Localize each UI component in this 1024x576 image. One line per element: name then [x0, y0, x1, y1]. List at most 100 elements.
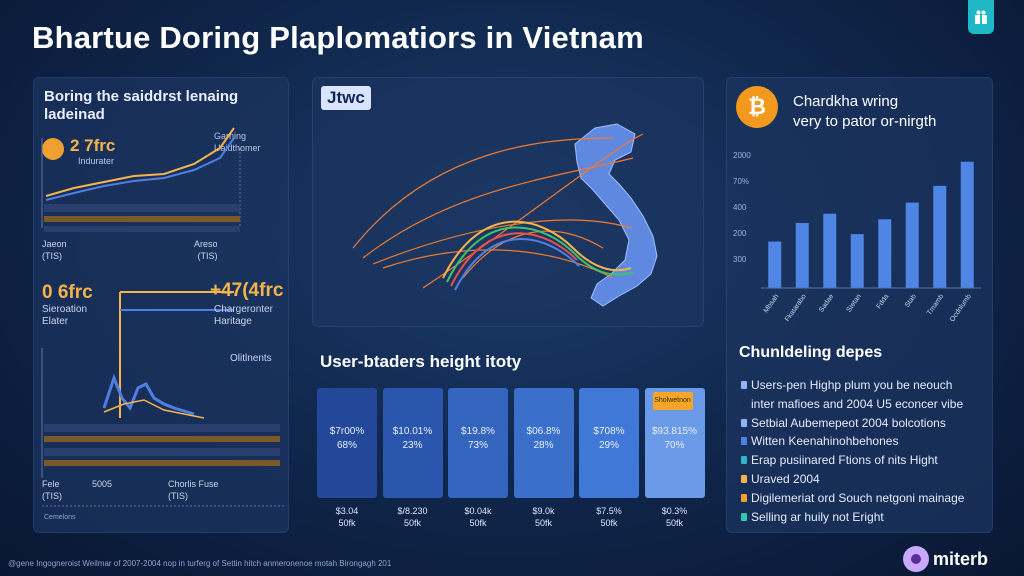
corner-badge[interactable]: [968, 0, 994, 34]
legend-line: Garning: [214, 131, 247, 141]
bar: [960, 161, 974, 288]
bullet-icon: [741, 418, 747, 427]
big-stat-right: +47(4frc: [210, 280, 284, 301]
mid-text: Sieroation: [42, 304, 88, 315]
bullet-icon: [741, 399, 747, 408]
right-panel-title: Chardkha wring very to pator or-nirgth: [793, 92, 936, 132]
third-label: Olitlnents: [230, 353, 272, 364]
card-footer-value: $/8.230: [397, 506, 428, 516]
left-panel-heading: Boring the saiddrst lenaing ladeinad: [44, 88, 239, 123]
page-title: Bhartue Doring Plaplomatiors in Vietnam: [32, 20, 644, 55]
list-item-text: Setbial Aubemepeot 2004 bolcotions: [751, 415, 946, 430]
bottom-text: Chorlis Fuse: [168, 479, 219, 489]
list-item-text: Uraved 2004: [751, 471, 820, 486]
bitcoin-icon: ₿: [736, 86, 778, 128]
bullet-icon: [741, 512, 747, 521]
list-item: Selling ar huily not Eright: [741, 508, 991, 527]
list-item: Erap pusiinared Ftions of nits Hight: [741, 451, 991, 470]
mid-text: Haritage: [214, 316, 252, 327]
bar: [933, 185, 947, 288]
y-tick-label: 70%: [733, 177, 749, 186]
bar: [823, 213, 837, 288]
vietnam-shape: [574, 123, 658, 307]
card-percent: 29%: [598, 440, 619, 451]
card-footer-value: $0.3%: [661, 506, 688, 516]
bottom-label-mid: 5005: [92, 479, 113, 489]
bar: [878, 219, 892, 288]
list-item-text: Witten Keenahinohbehones: [751, 434, 899, 449]
mid-label-left: Sieroation Elater: [42, 304, 87, 328]
y-tick-label: 2000: [733, 151, 751, 160]
footer-text: Areso: [194, 239, 218, 249]
footer-text: (TIS): [42, 251, 62, 261]
card-percent: 23%: [402, 440, 423, 451]
trend-line: [102, 373, 195, 416]
big-stat-left: 0 6frc: [42, 282, 93, 303]
bottom-text: (TIS): [168, 491, 188, 501]
card-footer-sub: 50fk: [600, 518, 618, 528]
card-percent: 28%: [533, 440, 554, 451]
route-bundle: [442, 220, 634, 291]
bottom-text: Fele: [42, 479, 60, 489]
legend: Garning Uaidthomer: [214, 130, 261, 154]
bullet-icon: [741, 456, 747, 465]
footer-left: Jaeon (TIS): [42, 238, 67, 262]
y-tick-label: 300: [733, 255, 747, 264]
footer-text: Jaeon: [42, 239, 67, 249]
y-tick-label: 400: [733, 203, 747, 212]
card-percent: 70%: [664, 440, 685, 451]
card-value: $10.01%: [392, 426, 433, 437]
bullet-icon: [741, 493, 747, 502]
map-panel: Jtwc: [312, 77, 704, 327]
brand[interactable]: miterb: [902, 546, 988, 572]
card-footer: $3.04 50fk: [317, 505, 377, 529]
card-value: $708%: [593, 426, 625, 437]
x-tick-label: Fdda: [875, 293, 890, 310]
title-line: very to pator or-nirgth: [793, 113, 937, 130]
bar: [850, 234, 864, 288]
card-value: $93.815%: [651, 426, 698, 437]
trend-line: [103, 399, 205, 419]
bullet-icon: [741, 474, 747, 483]
x-tick-label: Fkatarabo: [784, 293, 808, 323]
card-percent: 68%: [336, 440, 357, 451]
card-percent: 73%: [467, 440, 488, 451]
x-tick-label: Stab: [904, 293, 918, 309]
list-item-text: Digilemeriat ord Souch netgoni mainage: [751, 490, 965, 505]
card-value: $7r00%: [329, 426, 365, 437]
card-footer-sub: 50fk: [469, 518, 487, 528]
list-item: Uraved 2004: [741, 470, 991, 489]
footer-right: Areso (TIS): [194, 238, 218, 262]
list-item: inter mafioes and 2004 U5 econcer vibe: [741, 395, 991, 414]
card-footer-value: $0.04k: [464, 506, 492, 516]
bullet-icon: [741, 437, 747, 446]
bar: [768, 241, 782, 288]
list-item-text: inter mafioes and 2004 U5 econcer vibe: [751, 396, 964, 411]
brand-logo-icon: [902, 546, 929, 572]
stat-value: 2 7frc: [70, 136, 116, 155]
card-footer-value: $7.5%: [596, 506, 622, 516]
stat-card: Sholwetnon $93.815% 70%: [644, 388, 705, 498]
left-panel: Boring the saiddrst lenaing ladeinad 2 7…: [33, 77, 289, 533]
list-title: Chunldeling depes: [739, 344, 883, 361]
y-tick-label: 200: [733, 229, 747, 238]
card-value: $06.8%: [526, 426, 561, 437]
list-item: Setbial Aubemepeot 2004 bolcotions: [741, 414, 991, 433]
card-value: $19.8%: [461, 426, 495, 437]
stat-card: $7r00% 68%: [317, 388, 377, 498]
bar: [795, 223, 809, 288]
strip-band: [44, 204, 240, 232]
card-flag: Sholwetnon: [652, 392, 693, 410]
trend-line: [45, 137, 235, 201]
card-footer: $9.0k 50fk: [514, 505, 574, 529]
card-footer: $/8.230 50fk: [383, 505, 443, 529]
mid-text: Elater: [42, 316, 69, 327]
mid-text: Chargeronter: [214, 304, 273, 315]
coin-icon: [42, 138, 64, 160]
list-item-text: Erap pusiinared Ftions of nits Hight: [751, 453, 938, 468]
bar-chart: 2000 70% 400 200 300 Mbsah Fkatarabo Sadae Steta…: [733, 151, 981, 323]
title-line: Chardkha wring: [793, 93, 899, 110]
trend-line: [45, 127, 235, 197]
gift-icon: [975, 10, 987, 24]
brand-name: miterb: [932, 548, 988, 569]
